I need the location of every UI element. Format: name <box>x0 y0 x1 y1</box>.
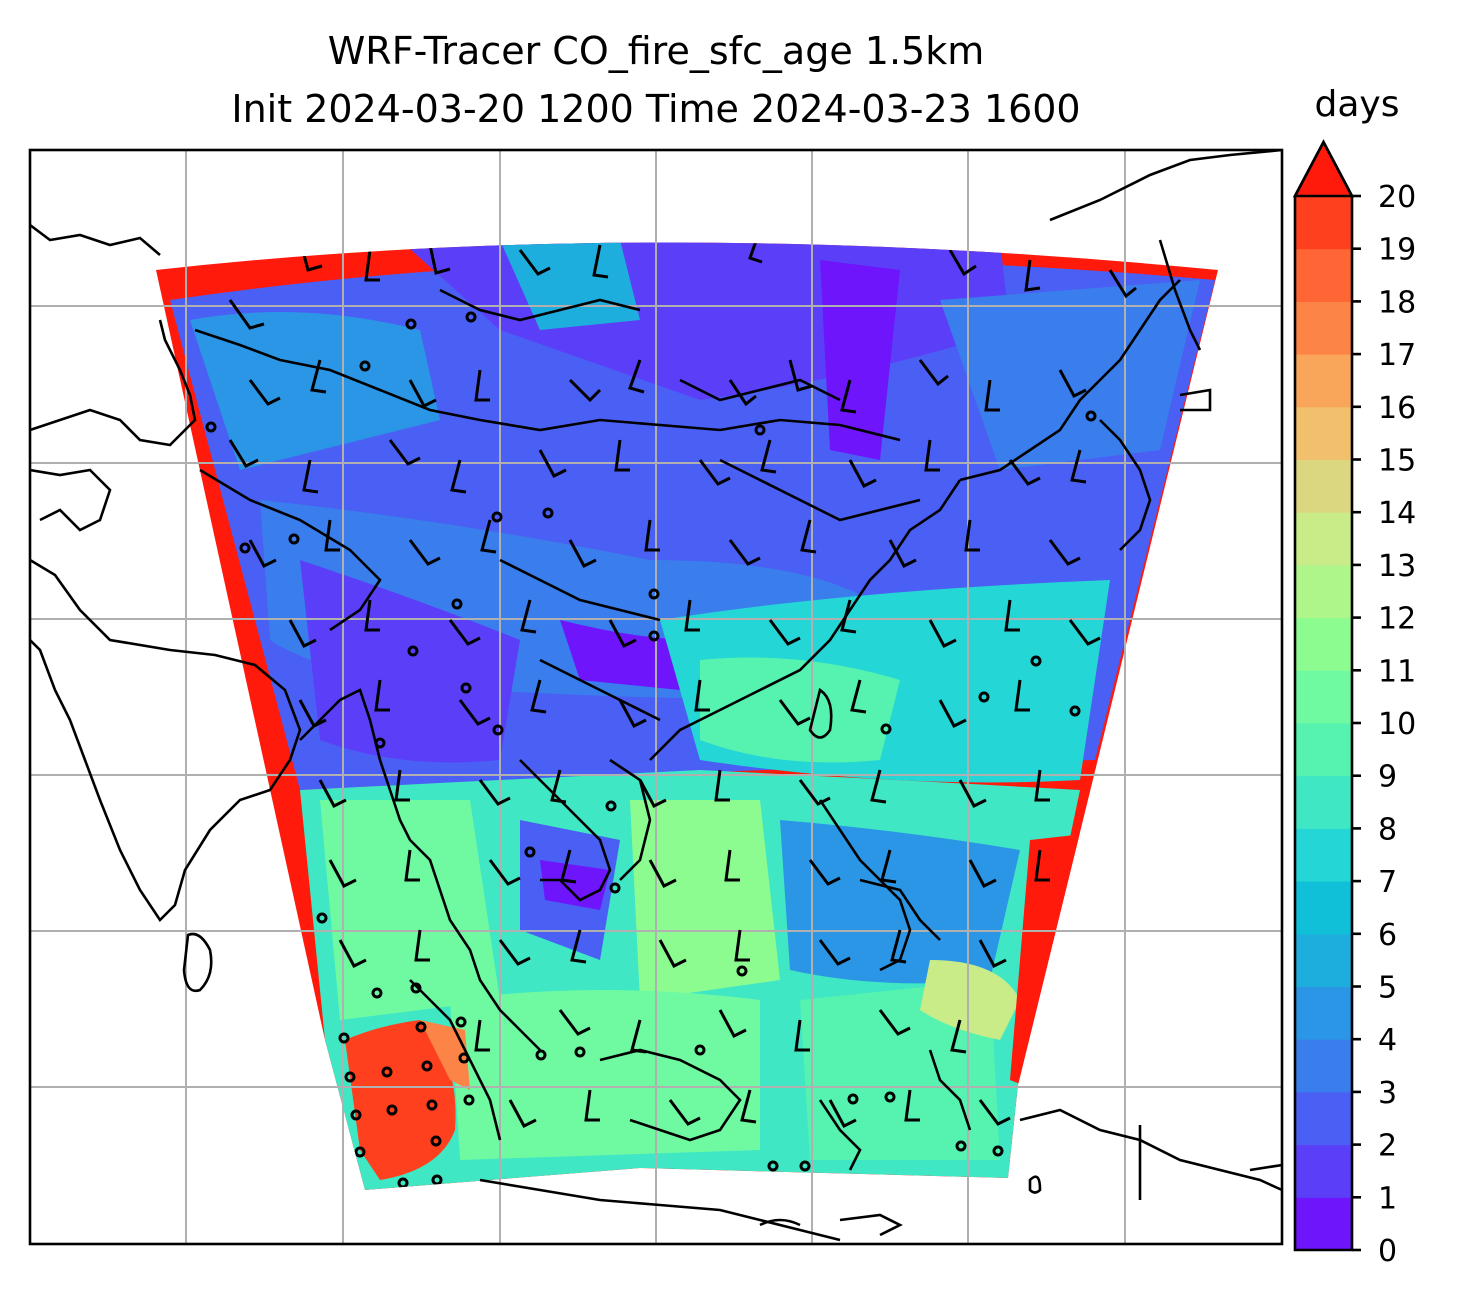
colorbar-tick-label: 2 <box>1378 1129 1397 1164</box>
colorbar-swatch <box>1295 248 1352 302</box>
coastlines <box>30 150 1282 1242</box>
colorbar-tick-label: 12 <box>1378 602 1416 637</box>
colorbar-swatch <box>1295 828 1352 882</box>
colorbar-tick-label: 1 <box>1378 1181 1397 1216</box>
wind-barbs <box>228 242 1137 1128</box>
colorbar-tick-label: 6 <box>1378 918 1397 953</box>
colorbar-tick-label: 20 <box>1378 180 1416 215</box>
map-frame <box>28 148 1284 1246</box>
colorbar-tick-label: 8 <box>1378 812 1397 847</box>
colorbar-tick-label: 10 <box>1378 707 1416 742</box>
colorbar-swatch <box>1295 775 1352 829</box>
colorbar-tick-label: 19 <box>1378 233 1416 268</box>
colorbar-swatch <box>1295 1091 1352 1146</box>
colorbar-swatch <box>1295 406 1352 460</box>
colorbar-label: days <box>1314 84 1400 125</box>
colorbar-swatch <box>1295 459 1352 513</box>
colorbar-swatch <box>1295 512 1352 566</box>
colorbar-swatch <box>1295 617 1352 671</box>
colorbar-swatch <box>1295 881 1352 935</box>
colorbar-tick-label: 9 <box>1378 760 1397 795</box>
colorbar-swatches <box>1295 196 1352 1251</box>
colorbar-swatch <box>1295 354 1352 408</box>
colorbar-tick-label: 16 <box>1378 391 1416 426</box>
colorbar-swatch <box>1295 196 1352 250</box>
colorbar-tick-label: 14 <box>1378 496 1416 531</box>
map-gridlines <box>30 150 1282 1244</box>
calm-wind-circles <box>205 311 1097 1190</box>
colorbar-extend-max <box>1292 139 1355 198</box>
colorbar-swatch <box>1295 670 1352 724</box>
colorbar-tick-label: 17 <box>1378 338 1416 373</box>
colorbar-swatch <box>1295 1144 1352 1198</box>
colorbar-tick-label: 7 <box>1378 865 1397 900</box>
colorbar-swatch <box>1295 1039 1352 1093</box>
colorbar-swatch <box>1295 933 1352 987</box>
colorbar-tick-label: 4 <box>1378 1023 1397 1058</box>
map-title-line1: WRF-Tracer CO_fire_sfc_age 1.5km <box>327 29 985 73</box>
colorbar-swatch <box>1295 723 1352 777</box>
tracer-age-field <box>156 242 1218 1190</box>
colorbar-tick-label: 3 <box>1378 1076 1397 1111</box>
map-title-line2: Init 2024-03-20 1200 Time 2024-03-23 160… <box>231 87 1081 131</box>
map-axes <box>28 148 1284 1246</box>
colorbar-tick-label: 0 <box>1378 1234 1397 1269</box>
colorbar-swatch <box>1295 986 1352 1040</box>
colorbar-swatch <box>1295 301 1352 355</box>
colorbar-tick-label: 15 <box>1378 444 1416 479</box>
colorbar-tick-label: 11 <box>1378 654 1416 689</box>
colorbar-tick-label: 18 <box>1378 285 1416 320</box>
colorbar-tick-label: 5 <box>1378 971 1397 1006</box>
colorbar-tick-label: 13 <box>1378 549 1416 584</box>
colorbar-swatch <box>1295 1197 1352 1251</box>
colorbar-swatch <box>1295 564 1352 619</box>
